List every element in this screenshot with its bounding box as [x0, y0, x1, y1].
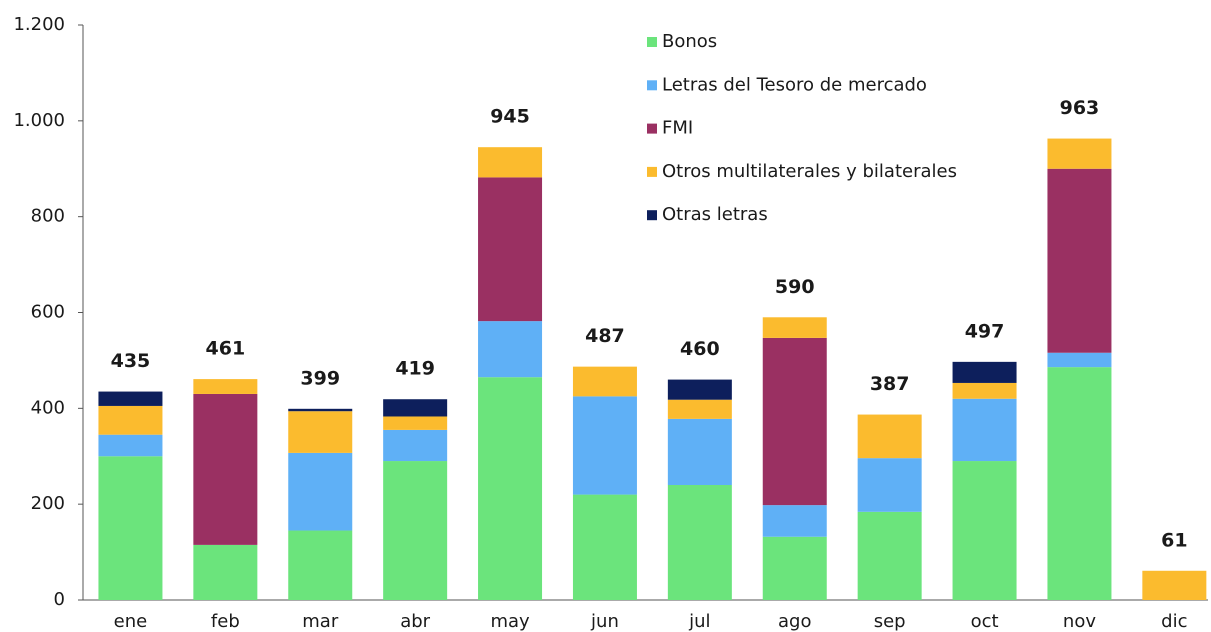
- y-tick-label: 600: [31, 302, 65, 323]
- bar-segment: [1047, 352, 1112, 368]
- bar-segment: [383, 416, 448, 430]
- x-tick-label: sep: [874, 611, 906, 632]
- legend-label: Letras del Tesoro de mercado: [662, 74, 927, 95]
- total-label: 399: [300, 367, 340, 389]
- bar-segment: [667, 485, 732, 600]
- bar-segment: [1047, 168, 1112, 353]
- total-label: 419: [395, 358, 435, 380]
- bar-segment: [952, 398, 1017, 462]
- bar-segment: [762, 317, 827, 338]
- bar-segment: [857, 414, 922, 459]
- bar-segment: [1047, 367, 1112, 600]
- x-tick-label: may: [490, 611, 530, 632]
- y-tick-label: 1.000: [13, 110, 65, 131]
- bar-segment: [667, 399, 732, 419]
- legend-swatch: [647, 80, 657, 91]
- bar-segment: [98, 391, 163, 406]
- bar-segment: [1047, 138, 1112, 169]
- bar-segment: [762, 337, 827, 506]
- bar-segment: [572, 494, 637, 600]
- bar-segment: [288, 452, 353, 531]
- x-tick-label: feb: [211, 611, 240, 632]
- x-tick-label: nov: [1063, 611, 1096, 632]
- bar-segment: [383, 461, 448, 600]
- total-label: 497: [965, 320, 1005, 342]
- legend-swatch: [647, 123, 657, 134]
- bar-segment: [193, 379, 258, 394]
- x-tick-label: jun: [590, 611, 619, 632]
- legend-label: FMI: [662, 118, 693, 139]
- x-tick-label: oct: [971, 611, 999, 632]
- bar-segment: [478, 377, 543, 600]
- x-tick-label: mar: [302, 611, 339, 632]
- bar-segment: [952, 461, 1017, 600]
- legend-swatch: [647, 37, 657, 47]
- bar-segment: [1142, 570, 1207, 600]
- bar-segment: [762, 505, 827, 537]
- bar-segment: [478, 321, 543, 378]
- legend-swatch: [647, 166, 657, 177]
- x-tick-label: ene: [114, 611, 148, 632]
- y-tick-label: 1.200: [13, 14, 65, 35]
- bar-segment: [383, 399, 448, 417]
- legend-label: Bonos: [662, 31, 717, 52]
- legend-label: Otras letras: [662, 204, 768, 225]
- x-tick-label: ago: [778, 611, 811, 632]
- bar-segment: [667, 418, 732, 485]
- total-label: 435: [111, 350, 151, 372]
- y-tick-label: 400: [31, 397, 65, 418]
- total-label: 61: [1161, 529, 1187, 551]
- total-label: 963: [1060, 97, 1100, 119]
- bar-segment: [193, 544, 258, 600]
- bar-segment: [857, 511, 922, 600]
- bar-segment: [383, 429, 448, 462]
- bar-segment: [478, 177, 543, 322]
- bar-segment: [98, 405, 163, 435]
- bar-segment: [98, 456, 163, 600]
- x-tick-label: jul: [688, 611, 710, 632]
- legend-label: Otros multilaterales y bilaterales: [662, 161, 957, 182]
- bar-segment: [572, 366, 637, 397]
- y-tick-label: 800: [31, 206, 65, 227]
- legend-swatch: [647, 210, 657, 221]
- bar-segment: [478, 147, 543, 178]
- bar-segment: [288, 408, 353, 412]
- bar-segment: [857, 458, 922, 512]
- bar-segment: [952, 382, 1017, 399]
- y-tick-label: 0: [54, 589, 65, 610]
- bar-segment: [98, 434, 163, 457]
- y-tick-label: 200: [31, 493, 65, 514]
- bar-segment: [288, 530, 353, 600]
- x-tick-label: dic: [1161, 611, 1187, 632]
- bar-segment: [952, 361, 1017, 383]
- total-label: 387: [870, 373, 910, 395]
- total-label: 461: [206, 338, 246, 360]
- x-tick-label: abr: [400, 611, 430, 632]
- bar-segment: [762, 536, 827, 600]
- total-label: 945: [490, 106, 530, 128]
- bar-segment: [288, 411, 353, 453]
- bar-segment: [193, 393, 258, 545]
- total-label: 590: [775, 276, 815, 298]
- total-label: 487: [585, 325, 625, 347]
- bar-segment: [667, 379, 732, 400]
- total-label: 460: [680, 338, 720, 360]
- bar-segment: [572, 396, 637, 495]
